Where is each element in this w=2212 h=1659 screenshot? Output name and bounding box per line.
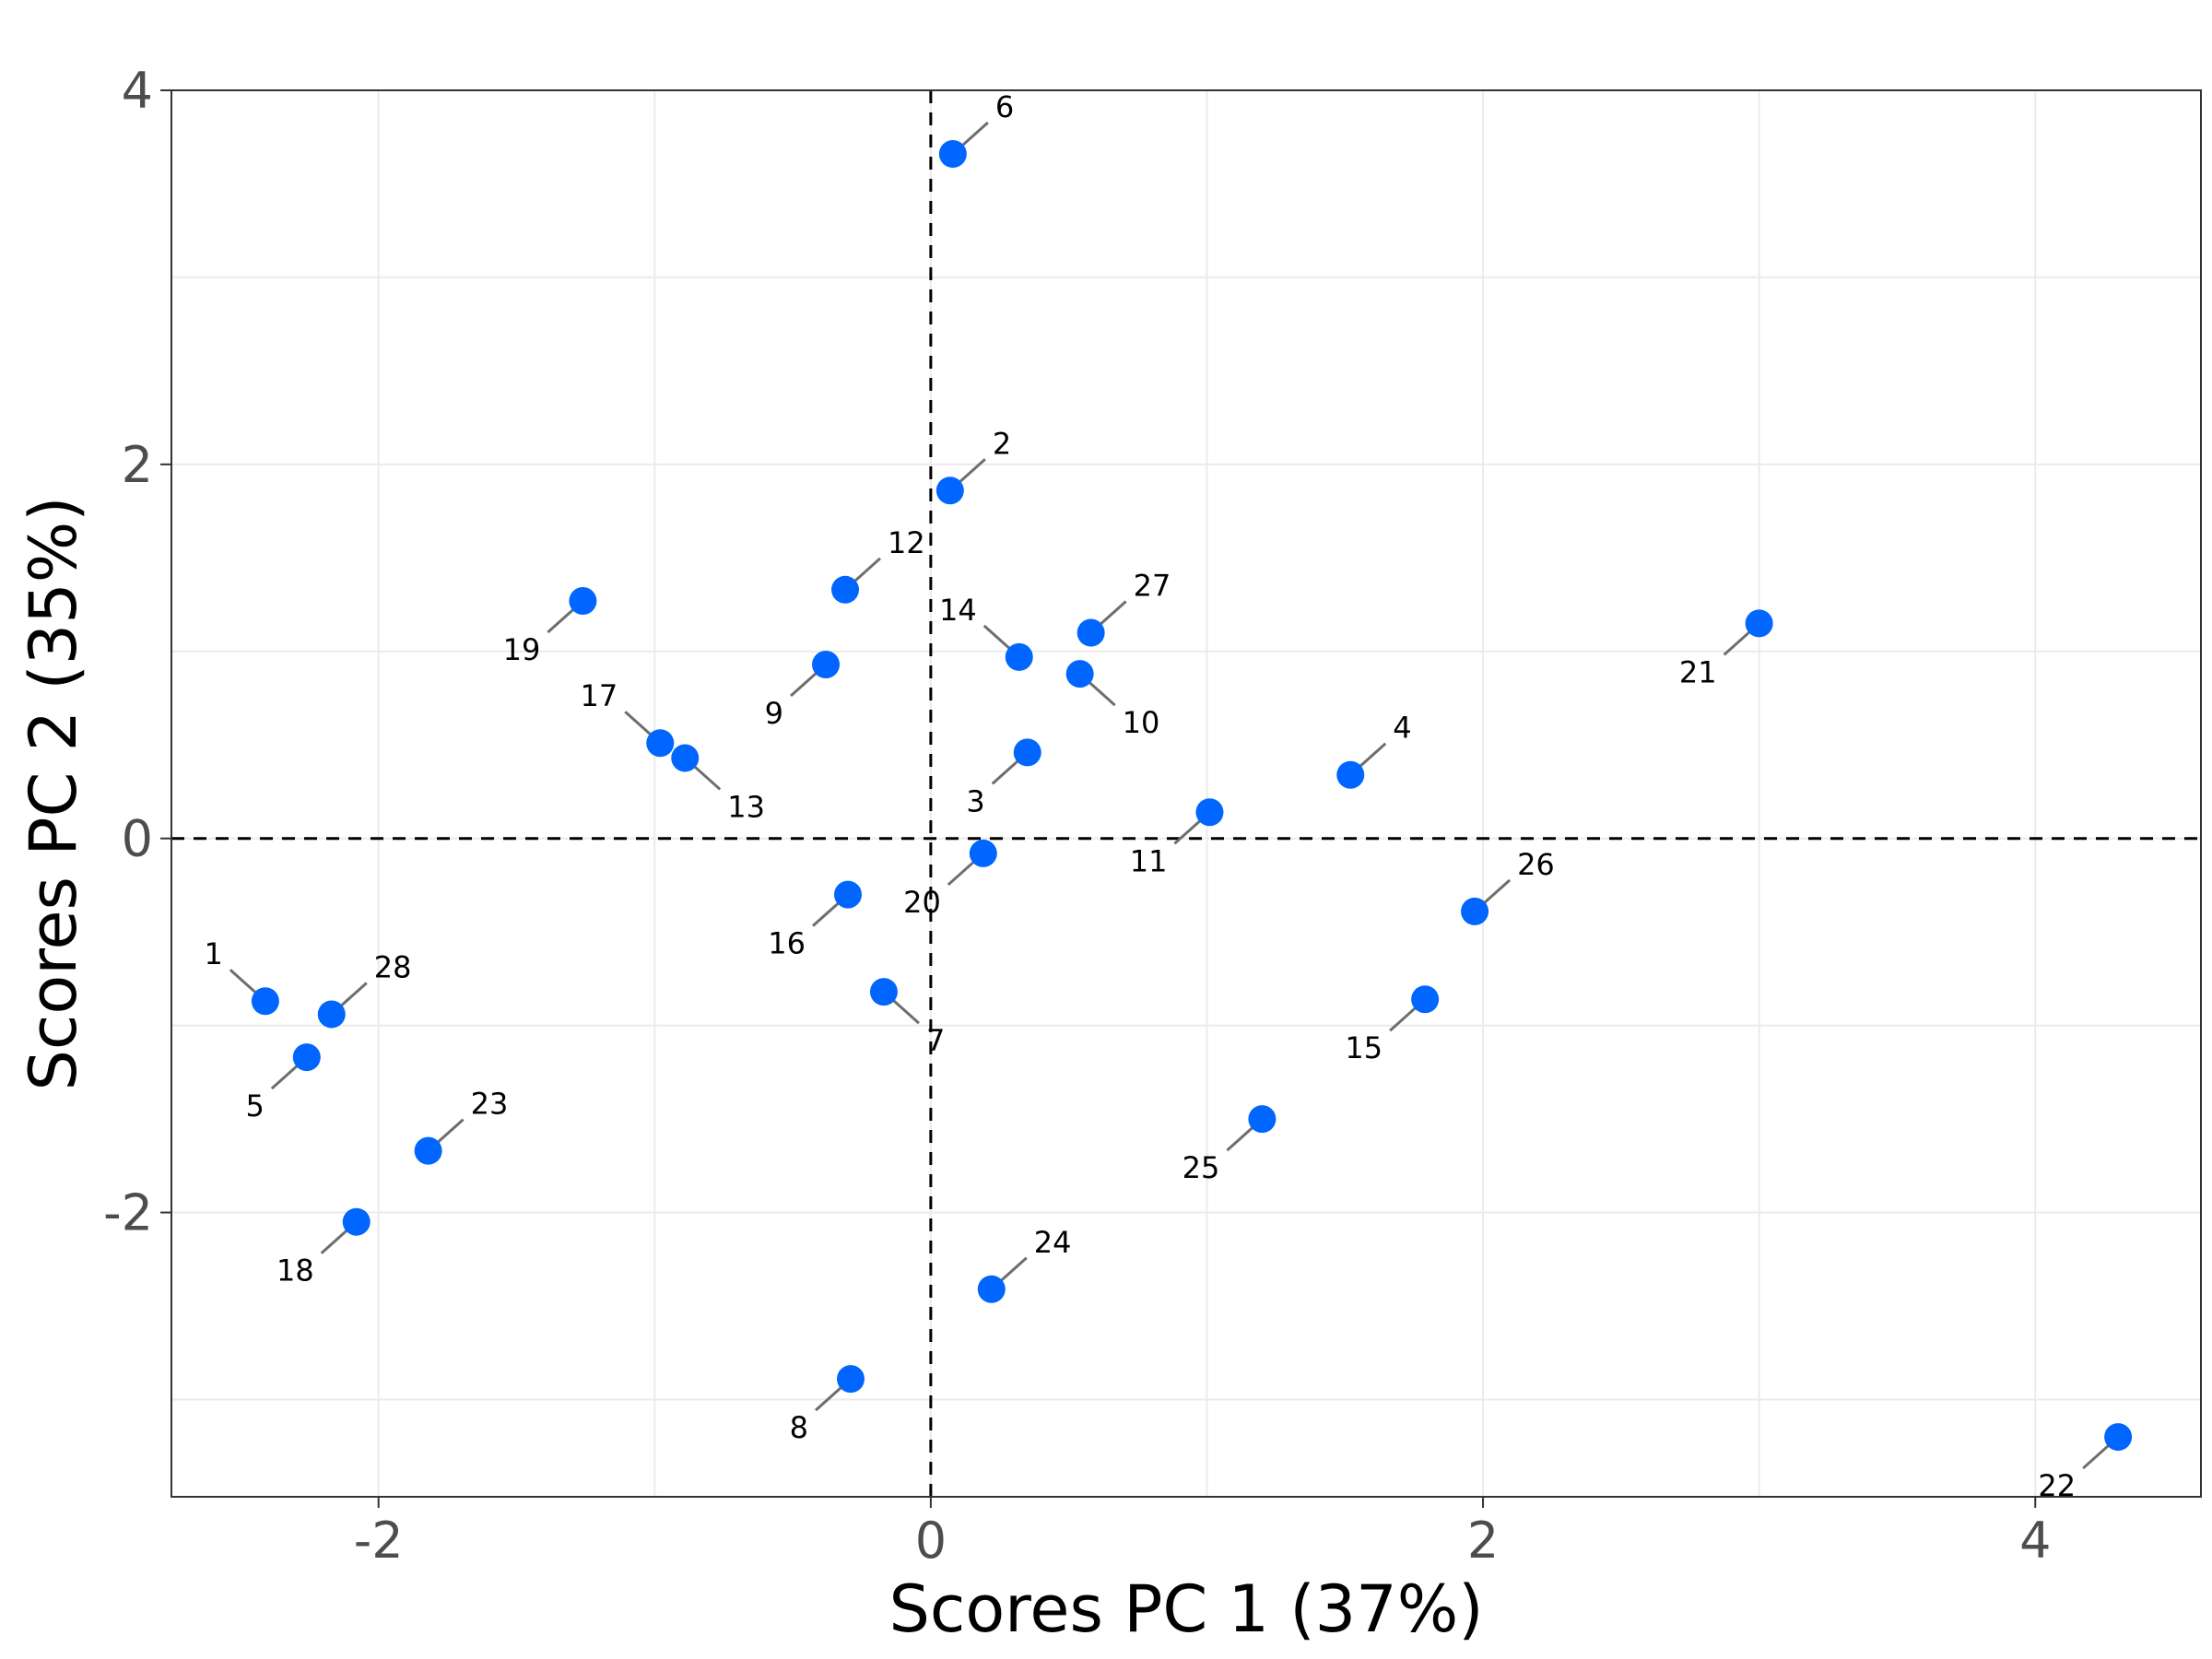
point-label: 15 [1345, 1030, 1382, 1065]
point-label: 4 [1393, 711, 1411, 746]
data-point [935, 477, 964, 505]
point-label: 23 [471, 1087, 509, 1122]
point-label: 14 [939, 593, 977, 628]
x-axis-title: Scores PC 1 (37%) [888, 1571, 1483, 1647]
point-label: 21 [1679, 654, 1717, 689]
point-label: 17 [581, 678, 618, 713]
data-point [646, 729, 675, 758]
point-label: 10 [1123, 705, 1160, 740]
point-label: 28 [374, 949, 412, 984]
label-leader-lines [229, 121, 2120, 1470]
x-tick-label: 0 [915, 1512, 947, 1570]
plot-frame [171, 89, 2202, 1498]
point-label: 12 [888, 525, 925, 560]
y-tick-label: 2 [122, 436, 153, 494]
data-point [342, 1207, 371, 1236]
data-point [1195, 798, 1224, 827]
data-point [869, 978, 898, 1006]
point-label: 19 [503, 632, 541, 667]
point-label: 18 [276, 1253, 314, 1288]
reference-lines [171, 90, 2201, 1497]
data-point [1248, 1105, 1277, 1134]
data-point [1065, 660, 1094, 688]
point-label: 2 [993, 426, 1011, 461]
data-point [2104, 1423, 2133, 1452]
data-point [836, 1365, 865, 1394]
data-point [938, 139, 967, 168]
y-axis-title: Scores PC 2 (35%) [16, 496, 91, 1090]
data-point [1745, 609, 1773, 638]
point-label: 5 [245, 1088, 264, 1124]
grid-lines [171, 89, 2201, 1497]
data-point [414, 1136, 442, 1165]
point-label: 24 [1034, 1225, 1072, 1260]
data-point [1461, 897, 1489, 925]
data-point [1013, 738, 1041, 767]
y-tick-label: 0 [122, 810, 153, 868]
x-tick-label: 4 [2019, 1512, 2051, 1570]
point-label: 7 [926, 1023, 945, 1058]
data-point [1336, 760, 1365, 789]
point-label: 27 [1134, 568, 1171, 603]
point-label: 8 [790, 1410, 808, 1445]
point-label: 9 [765, 696, 783, 731]
data-point [292, 1043, 321, 1072]
point-label: 25 [1182, 1150, 1220, 1185]
data-point [317, 1000, 346, 1029]
x-tick-label: -2 [354, 1512, 404, 1570]
data-point [1077, 618, 1105, 647]
data-point [671, 744, 700, 772]
y-tick-label: 4 [122, 62, 153, 120]
data-point [1005, 642, 1033, 671]
point-label: 6 [995, 89, 1014, 124]
data-point [1411, 985, 1440, 1014]
point-label: 26 [1517, 847, 1555, 882]
data-point [569, 586, 597, 615]
data-point [969, 839, 997, 867]
data-point [977, 1275, 1006, 1303]
point-label: 20 [903, 885, 941, 920]
x-tick-label: 2 [1467, 1512, 1499, 1570]
y-tick-label: -2 [103, 1184, 153, 1242]
data-point [834, 880, 862, 909]
point-label: 22 [2038, 1468, 2076, 1503]
data-point [812, 650, 841, 678]
point-label: 13 [727, 789, 765, 824]
point-label: 1 [205, 936, 223, 971]
point-label: 16 [768, 926, 806, 961]
data-point [251, 987, 279, 1016]
point-label: 11 [1130, 843, 1168, 878]
point-label: 3 [966, 783, 984, 818]
data-point [831, 575, 860, 604]
data-points [251, 139, 2133, 1452]
